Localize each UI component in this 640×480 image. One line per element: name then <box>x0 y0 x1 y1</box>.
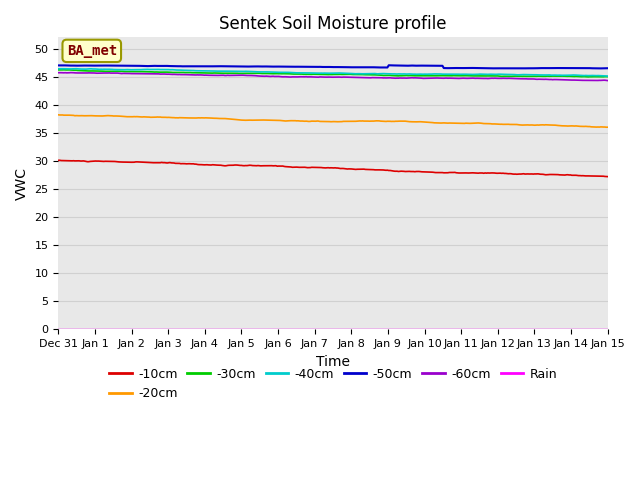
-50cm <box>596 66 604 72</box>
-20cm <box>234 117 241 122</box>
Rain <box>454 326 461 332</box>
-10cm <box>604 174 611 180</box>
-30cm <box>273 71 281 76</box>
-60cm <box>452 75 460 81</box>
-50cm <box>604 65 611 71</box>
-40cm <box>452 71 460 77</box>
-30cm <box>401 72 409 78</box>
-10cm <box>56 157 63 163</box>
Line: -50cm: -50cm <box>58 65 607 69</box>
-20cm <box>604 124 611 130</box>
-40cm <box>235 69 243 74</box>
-40cm <box>401 71 409 77</box>
-50cm <box>452 65 460 71</box>
-10cm <box>401 168 409 174</box>
Text: BA_met: BA_met <box>67 44 117 58</box>
-40cm <box>122 67 130 72</box>
-30cm <box>452 73 460 79</box>
-30cm <box>60 67 68 72</box>
-40cm <box>604 73 611 79</box>
Line: -10cm: -10cm <box>58 160 607 177</box>
Y-axis label: VWC: VWC <box>15 167 29 200</box>
-10cm <box>273 163 281 169</box>
-10cm <box>455 170 463 176</box>
-50cm <box>455 65 463 71</box>
-20cm <box>54 112 62 118</box>
-50cm <box>54 62 62 68</box>
Rain <box>234 326 241 332</box>
-30cm <box>455 73 463 79</box>
Line: -60cm: -60cm <box>58 72 607 81</box>
Rain <box>400 326 408 332</box>
Legend: -10cm, -20cm, -30cm, -40cm, -50cm, -60cm, Rain: -10cm, -20cm, -30cm, -40cm, -50cm, -60cm… <box>104 362 562 405</box>
-40cm <box>54 66 62 72</box>
-30cm <box>122 69 130 74</box>
-50cm <box>385 62 392 68</box>
-50cm <box>401 63 409 69</box>
-10cm <box>122 159 130 165</box>
Line: -40cm: -40cm <box>58 69 607 76</box>
-20cm <box>400 118 408 124</box>
-20cm <box>451 120 459 126</box>
-60cm <box>54 70 62 75</box>
-50cm <box>272 64 280 70</box>
-60cm <box>273 73 281 79</box>
-10cm <box>54 157 62 163</box>
-20cm <box>602 124 610 130</box>
Title: Sentek Soil Moisture profile: Sentek Soil Moisture profile <box>220 15 447 33</box>
-50cm <box>120 63 128 69</box>
-30cm <box>584 74 592 80</box>
-60cm <box>235 72 243 78</box>
-10cm <box>452 170 460 176</box>
-60cm <box>67 70 75 75</box>
-30cm <box>604 74 611 80</box>
-40cm <box>58 66 65 72</box>
-20cm <box>454 120 461 126</box>
-50cm <box>234 63 241 69</box>
-40cm <box>455 72 463 77</box>
-30cm <box>54 67 62 73</box>
Rain <box>604 326 611 332</box>
Rain <box>272 326 280 332</box>
-60cm <box>604 78 611 84</box>
Rain <box>54 326 62 332</box>
-60cm <box>455 75 463 81</box>
-60cm <box>401 75 409 81</box>
-20cm <box>272 118 280 123</box>
Rain <box>451 326 459 332</box>
Line: -20cm: -20cm <box>58 115 607 127</box>
-40cm <box>273 70 281 75</box>
-30cm <box>235 71 243 76</box>
-60cm <box>122 71 130 76</box>
Rain <box>120 326 128 332</box>
-20cm <box>120 114 128 120</box>
-10cm <box>235 162 243 168</box>
Line: -30cm: -30cm <box>58 70 607 77</box>
X-axis label: Time: Time <box>316 355 350 369</box>
